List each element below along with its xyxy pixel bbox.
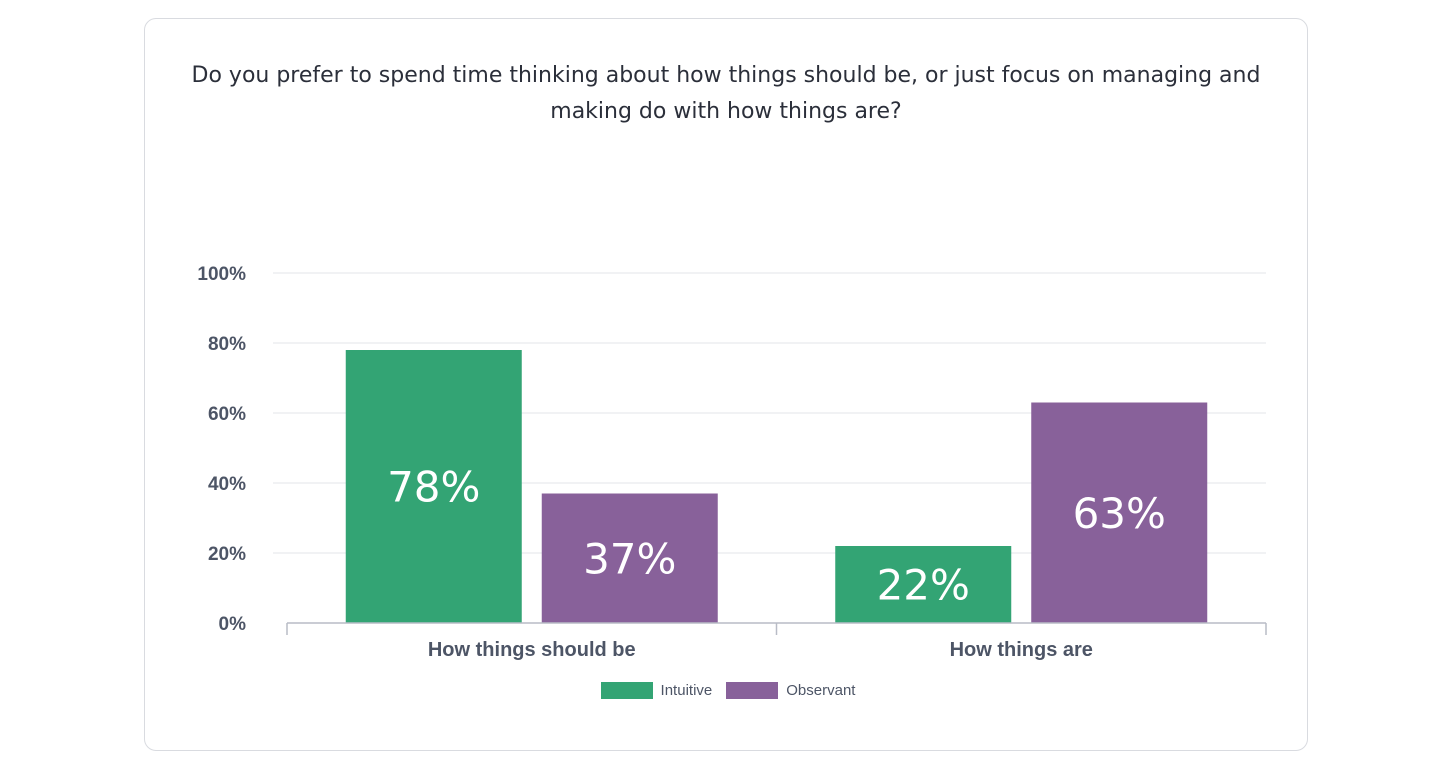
y-tick-label: 0% [219, 614, 247, 635]
chart-title: Do you prefer to spend time thinking abo… [191, 63, 1261, 124]
chart-card [144, 18, 1308, 751]
bar-observant[interactable] [1031, 402, 1208, 624]
bar-data-label: 37% [583, 534, 676, 583]
bar-intuitive[interactable] [835, 546, 1012, 623]
y-tick-label: 100% [197, 264, 246, 285]
y-tick-label: 80% [208, 334, 246, 355]
bars [345, 350, 1208, 624]
bar-data-label: 63% [1073, 489, 1166, 538]
y-tick-label: 40% [208, 474, 246, 495]
legend: Intuitive Observant [0, 682, 1456, 699]
x-tick-label: How things are [950, 639, 1093, 661]
legend-item-observant[interactable]: Observant [726, 682, 855, 699]
x-tick-label: How things should be [428, 639, 636, 661]
bar-intuitive[interactable] [345, 350, 522, 623]
y-tick-label: 60% [208, 404, 246, 425]
x-axis: How things should be How things are [286, 622, 1267, 661]
bar-labels: 78% 37% 22% 63% [387, 463, 1166, 610]
bar-observant[interactable] [541, 493, 718, 624]
bar-data-label: 78% [387, 463, 480, 512]
bar-data-label: 22% [877, 561, 970, 610]
y-tick-label: 20% [208, 544, 246, 565]
legend-label-observant: Observant [786, 682, 856, 699]
legend-label-intuitive: Intuitive [660, 682, 713, 699]
y-axis-ticks: 0% 20% 40% 60% 80% 100% [197, 264, 246, 635]
legend-swatch-observant [726, 682, 779, 699]
legend-swatch-intuitive [600, 682, 653, 699]
legend-item-intuitive[interactable]: Intuitive [600, 682, 713, 699]
